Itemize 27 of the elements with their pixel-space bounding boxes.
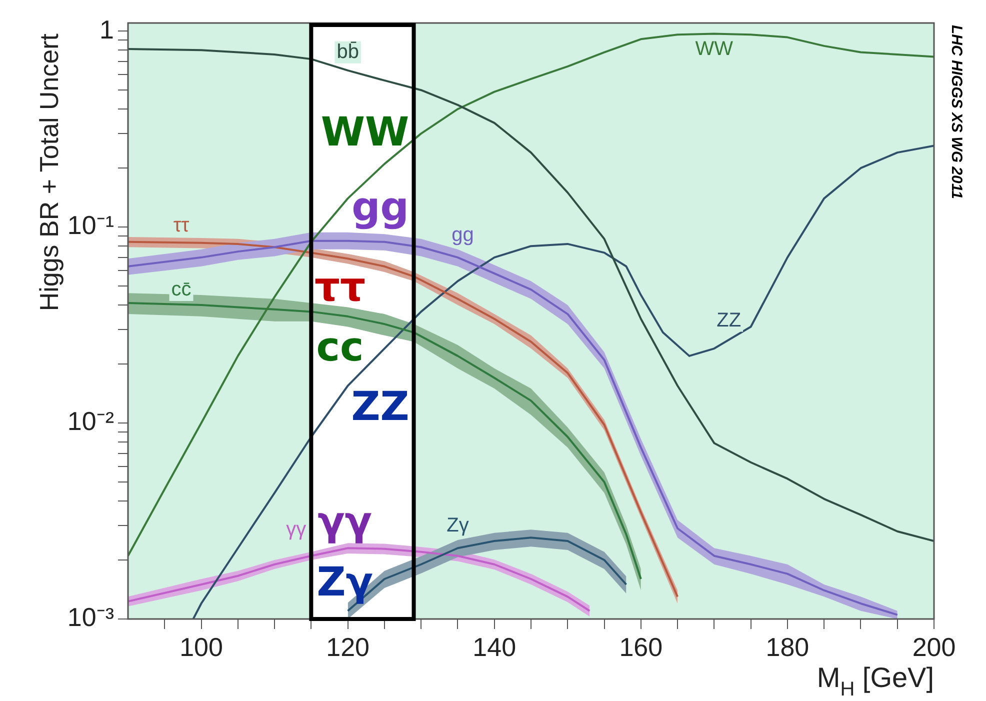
annotation: ττ — [314, 264, 366, 310]
x-tick-label: 120 — [326, 632, 370, 662]
text: LHC HIGGS XS WG 2011 — [948, 25, 965, 199]
x-tick-label: 200 — [912, 632, 956, 662]
series-label: WW — [695, 38, 734, 60]
annotation: ZZ — [351, 384, 410, 430]
x-tick-label: 100 — [180, 632, 223, 662]
x-tick-label: 140 — [472, 632, 516, 662]
annotation: WW — [320, 109, 410, 156]
series-label: Zγ — [446, 514, 469, 537]
y-tick-label: 10⁻³ — [67, 602, 114, 632]
annotation: γγ — [318, 499, 372, 546]
annotation: Zγ — [316, 559, 373, 606]
series-label: cc̄ — [171, 278, 192, 301]
annotation: cc — [316, 324, 364, 371]
y-tick-label: 10⁻¹ — [67, 210, 114, 240]
annotation: gg — [352, 184, 409, 231]
y-tick-label: 1 — [100, 14, 114, 44]
x-tick-label: 160 — [619, 632, 663, 662]
y-axis-title: Higgs BR + Total Uncert — [34, 32, 64, 312]
series-label: γγ — [286, 518, 306, 540]
y-tick-label: 10⁻² — [67, 406, 114, 436]
series-label: ZZ — [716, 309, 742, 332]
series-label: ττ — [173, 214, 190, 236]
series-label: bb̄ — [336, 40, 359, 63]
series-label: gg — [452, 224, 474, 246]
x-tick-label: 180 — [766, 632, 810, 662]
